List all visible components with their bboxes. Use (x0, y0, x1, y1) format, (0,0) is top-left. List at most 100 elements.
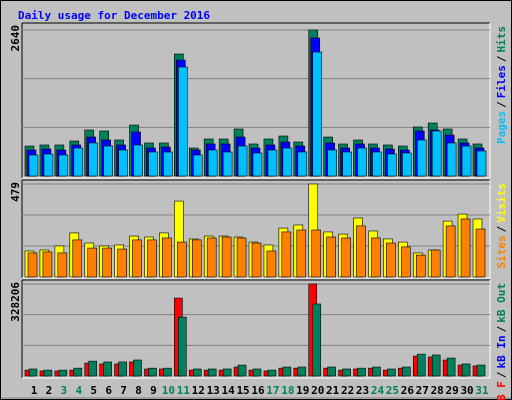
bar (445, 225, 456, 278)
x-tick-label: 13 (207, 384, 220, 397)
bar (148, 367, 157, 377)
bar (461, 363, 471, 377)
bar (296, 229, 307, 278)
x-tick-label: 6 (105, 384, 112, 397)
x-tick-label: 17 (266, 384, 279, 397)
x-tick-label: 5 (90, 384, 97, 397)
legend-entry: Files (495, 65, 508, 98)
bar (27, 252, 38, 278)
x-tick-label: 24 (371, 384, 385, 397)
bar (133, 144, 143, 177)
bar (341, 237, 351, 278)
bar (401, 246, 411, 278)
bar (461, 145, 472, 177)
y-tick-label: 479 (9, 182, 22, 202)
x-tick-label: 19 (296, 384, 309, 397)
bar (326, 236, 336, 278)
legend-entry: kB Out (495, 283, 508, 323)
bar (88, 360, 98, 377)
legend-entry: kB F (495, 381, 508, 400)
bar (73, 147, 84, 177)
bar (252, 152, 263, 177)
x-tick-label: 11 (177, 384, 191, 397)
legend-entry: Hits (495, 26, 508, 53)
bar (476, 150, 487, 177)
bar (402, 152, 412, 177)
bar (327, 149, 337, 177)
bar (267, 369, 277, 377)
bar (163, 367, 172, 377)
bar (236, 237, 247, 278)
bar (357, 367, 366, 377)
x-tick-label: 23 (356, 384, 369, 397)
bar (311, 229, 322, 278)
x-tick-label: 21 (326, 384, 340, 397)
bar (87, 247, 98, 278)
bar (221, 236, 232, 278)
bar (118, 361, 127, 377)
bar (416, 353, 426, 377)
legend: Pages / Files / Hits (495, 26, 508, 144)
x-tick-label: 12 (192, 384, 205, 397)
bar (192, 154, 203, 177)
bar (42, 251, 53, 278)
bar (132, 239, 142, 278)
x-tick-label: 1 (31, 384, 38, 397)
bar (446, 142, 457, 177)
bar (237, 145, 248, 177)
chart-title: Daily usage for December 2016 (18, 9, 210, 22)
bar (357, 147, 367, 177)
bar (133, 359, 142, 377)
x-tick-label: 15 (236, 384, 249, 397)
legend-separator: / (495, 371, 508, 378)
bar (237, 364, 247, 377)
bar (327, 366, 336, 377)
bar (117, 248, 127, 278)
x-tick-label: 27 (416, 384, 429, 397)
bar (162, 237, 172, 278)
bar (252, 368, 262, 377)
bar (431, 354, 441, 377)
bar (207, 368, 217, 377)
x-tick-label: 3 (61, 384, 68, 397)
bar (103, 361, 112, 377)
panel (22, 280, 490, 378)
legend-separator: / (495, 325, 508, 332)
bar (222, 151, 233, 177)
legend: kB F / kB In / kB Out (495, 283, 508, 400)
x-tick-label: 9 (150, 384, 157, 397)
x-tick-label: 31 (475, 384, 489, 397)
legend-entry: Visits (495, 183, 508, 223)
legend-separator: / (495, 55, 508, 62)
bar (342, 151, 352, 177)
bar (148, 151, 158, 177)
bar (206, 237, 217, 278)
bar (371, 237, 381, 278)
bar (72, 239, 83, 278)
bar (147, 239, 157, 278)
x-tick-label: 10 (162, 384, 175, 397)
bar (192, 368, 202, 377)
bar (431, 130, 442, 177)
bar (28, 154, 39, 177)
x-tick-label: 20 (311, 384, 324, 397)
x-tick-label: 25 (386, 384, 399, 397)
bar (356, 225, 366, 278)
bar (43, 153, 54, 177)
bar (342, 368, 351, 377)
bar (372, 366, 381, 377)
legend-entry: Sites (495, 235, 508, 268)
bar (118, 149, 128, 177)
legend-entry: kB In (495, 335, 508, 368)
bar (387, 368, 396, 377)
bar (446, 357, 456, 377)
x-tick-label: 22 (341, 384, 354, 397)
x-tick-label: 7 (120, 384, 127, 397)
x-tick-label: 8 (135, 384, 142, 397)
bar (372, 151, 382, 177)
bar (297, 151, 308, 177)
bar (312, 51, 323, 177)
bar (177, 241, 187, 278)
bar (88, 142, 99, 177)
